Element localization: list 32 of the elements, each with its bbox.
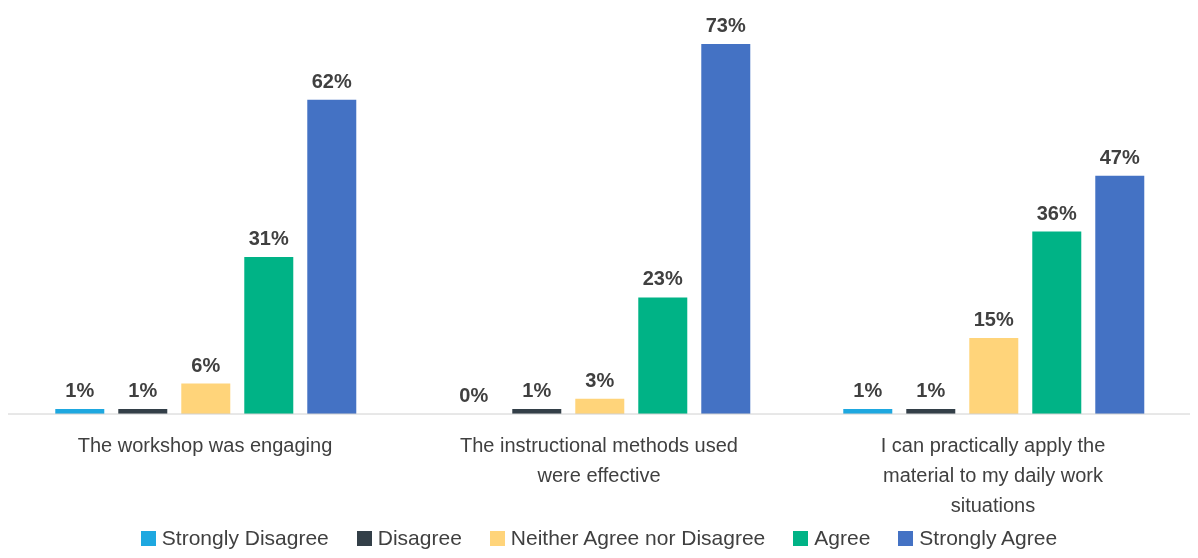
legend-label: Neither Agree nor Disagree [510, 526, 766, 550]
data-label: 0% [459, 383, 489, 406]
data-label: 1% [522, 378, 552, 401]
data-label: 3% [585, 368, 615, 391]
bar [1095, 175, 1145, 414]
data-label: 36% [1036, 201, 1078, 224]
bar [1032, 231, 1082, 414]
x-tick-label: The workshop was engaging [77, 434, 333, 456]
legend-label: Strongly Disagree [161, 526, 329, 550]
bar [638, 297, 688, 414]
data-label: 31% [248, 226, 290, 249]
data-label: 6% [191, 353, 221, 376]
data-label: 1% [128, 378, 158, 401]
x-tick-label: The instructional methods used were effective [460, 434, 738, 486]
bar [307, 99, 357, 414]
data-label: 1% [916, 378, 946, 401]
bar [181, 383, 231, 414]
data-label: 47% [1099, 145, 1141, 168]
legend-label: Strongly Agree [919, 526, 1058, 550]
data-label: 73% [705, 14, 747, 36]
legend-label: Disagree [377, 526, 462, 550]
bar [701, 44, 751, 414]
x-tick-label: I can practically apply the material to my daily work situations [880, 434, 1106, 516]
data-label: 1% [65, 378, 95, 401]
legend-label: Agree [814, 526, 871, 550]
bar [244, 256, 294, 414]
data-label: 62% [311, 69, 353, 92]
data-label: 15% [973, 307, 1015, 330]
bar [969, 337, 1019, 414]
data-label: 1% [853, 378, 883, 401]
bar [575, 398, 625, 414]
data-label: 23% [642, 267, 684, 290]
